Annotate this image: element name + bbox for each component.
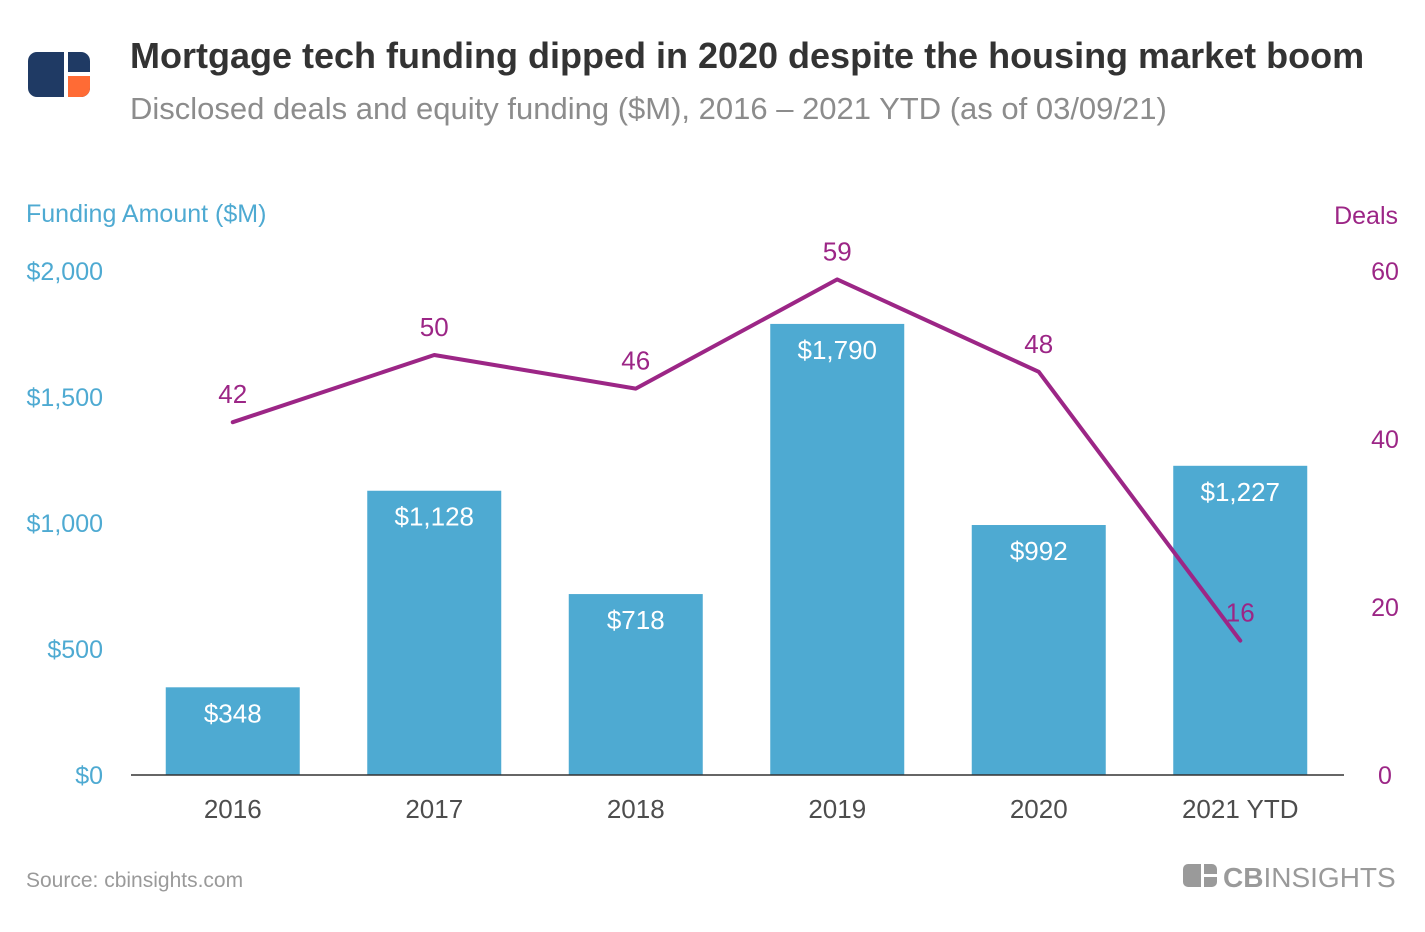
chart-subtitle: Disclosed deals and equity funding ($M),… — [130, 91, 1167, 126]
left-axis-title: Funding Amount ($M) — [26, 200, 266, 228]
x-axis-tick-label: 2017 — [405, 794, 463, 824]
funding-bar — [770, 323, 905, 775]
deals-value-label: 48 — [1024, 329, 1053, 359]
x-axis-tick-label: 2021 YTD — [1182, 794, 1299, 824]
left-axis-tick-label: $1,000 — [27, 510, 103, 538]
x-axis-ticks: 2016 2017 2018 2019 2020 2021 YTD — [204, 794, 1299, 824]
funding-bar — [367, 490, 502, 775]
right-axis-title: Deals — [1334, 202, 1398, 230]
funding-bar-label: $718 — [607, 605, 665, 635]
cb-insights-logo-icon — [28, 52, 90, 97]
deals-value-label: 42 — [218, 379, 247, 409]
x-axis-tick-label: 2019 — [808, 794, 866, 824]
source-note: Source: cbinsights.com — [26, 869, 243, 892]
cb-insights-small-logo-icon — [1183, 864, 1217, 887]
brand-wordmark: CBINSIGHTS — [1223, 862, 1396, 893]
funding-bar-label: $992 — [1010, 536, 1068, 566]
funding-bars: $348 $1,128 $718 $1,790 $992 $1,227 — [165, 323, 1308, 775]
left-axis-tick-label: $1,500 — [27, 384, 103, 412]
deals-line — [230, 277, 1243, 643]
right-axis-ticks: 0 20 40 60 — [1371, 258, 1399, 790]
funding-bar-label: $1,790 — [797, 335, 877, 365]
funding-bar — [1173, 465, 1308, 775]
deals-value-label: 46 — [621, 346, 650, 376]
deals-value-label: 50 — [420, 312, 449, 342]
funding-bar — [568, 594, 703, 775]
funding-bar — [971, 525, 1106, 775]
right-axis-tick-label: 40 — [1371, 426, 1399, 454]
x-axis-tick-label: 2016 — [204, 794, 262, 824]
right-axis-tick-label: 60 — [1371, 258, 1399, 286]
x-axis-tick-label: 2018 — [607, 794, 665, 824]
brand-wordmark-bold: CB — [1223, 862, 1263, 893]
left-axis-ticks: $0 $500 $1,000 $1,500 $2,000 — [27, 258, 103, 790]
funding-bar-label: $1,128 — [394, 502, 474, 532]
funding-bar-label: $348 — [204, 698, 262, 728]
brand-wordmark-light: INSIGHTS — [1263, 862, 1395, 893]
deals-value-label: 59 — [823, 236, 852, 266]
left-axis-tick-label: $500 — [47, 636, 103, 664]
right-axis-tick-label: 0 — [1378, 762, 1392, 790]
x-axis-tick-label: 2020 — [1010, 794, 1068, 824]
chart-title: Mortgage tech funding dipped in 2020 des… — [130, 35, 1364, 76]
right-axis-tick-label: 20 — [1371, 594, 1399, 622]
deals-line-series: 42 50 46 59 48 16 — [218, 236, 1255, 643]
funding-bar-label: $1,227 — [1200, 477, 1280, 507]
left-axis-tick-label: $0 — [75, 762, 103, 790]
deals-value-label: 16 — [1226, 598, 1255, 628]
left-axis-tick-label: $2,000 — [27, 258, 103, 286]
funding-bar — [165, 687, 300, 775]
